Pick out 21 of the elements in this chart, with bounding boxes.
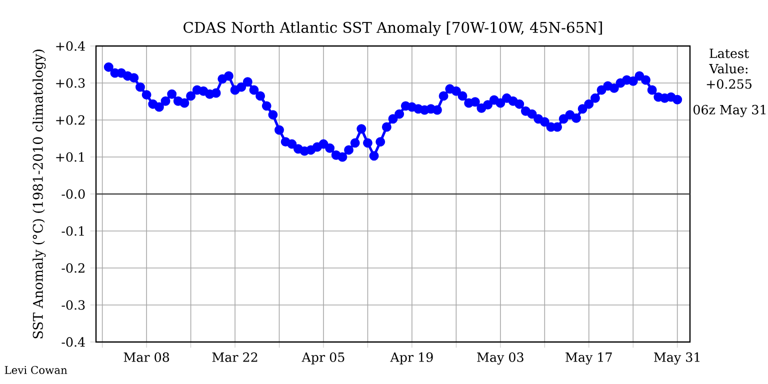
text: Latest Value: +0.255 [706,48,752,89]
y-tick-label: +0.2 [56,115,84,125]
y-tick-label: +0.3 [56,78,85,88]
y-axis-title: SST Anomaly (°C) (1981-2010 climatology) [32,50,46,338]
y-tick-label: -0.1 [62,226,84,236]
y-tick-label: -0.2 [62,263,84,273]
x-tick-label: May 03 [477,352,524,365]
y-tick-label: -0.0 [62,189,85,199]
x-tick-label: May 17 [566,352,612,365]
y-tick-label: +0.1 [56,152,84,162]
chart-title: CDAS North Atlantic SST Anomaly [70W-10W, 45N-65N] [184,22,602,36]
x-tick-label: Mar 22 [212,352,258,362]
text: Levi Cowan [4,366,68,374]
x-tick-label: May 31 [654,352,700,365]
y-tick-label: -0.3 [62,300,85,310]
x-tick-label: Apr 05 [302,352,344,364]
y-tick-label: -0.4 [62,337,85,347]
x-tick-label: Apr 19 [390,352,433,364]
text: 06z May 31 [694,104,766,118]
y-tick-label: +0.4 [56,41,85,51]
x-tick-label: Mar 08 [124,352,170,362]
